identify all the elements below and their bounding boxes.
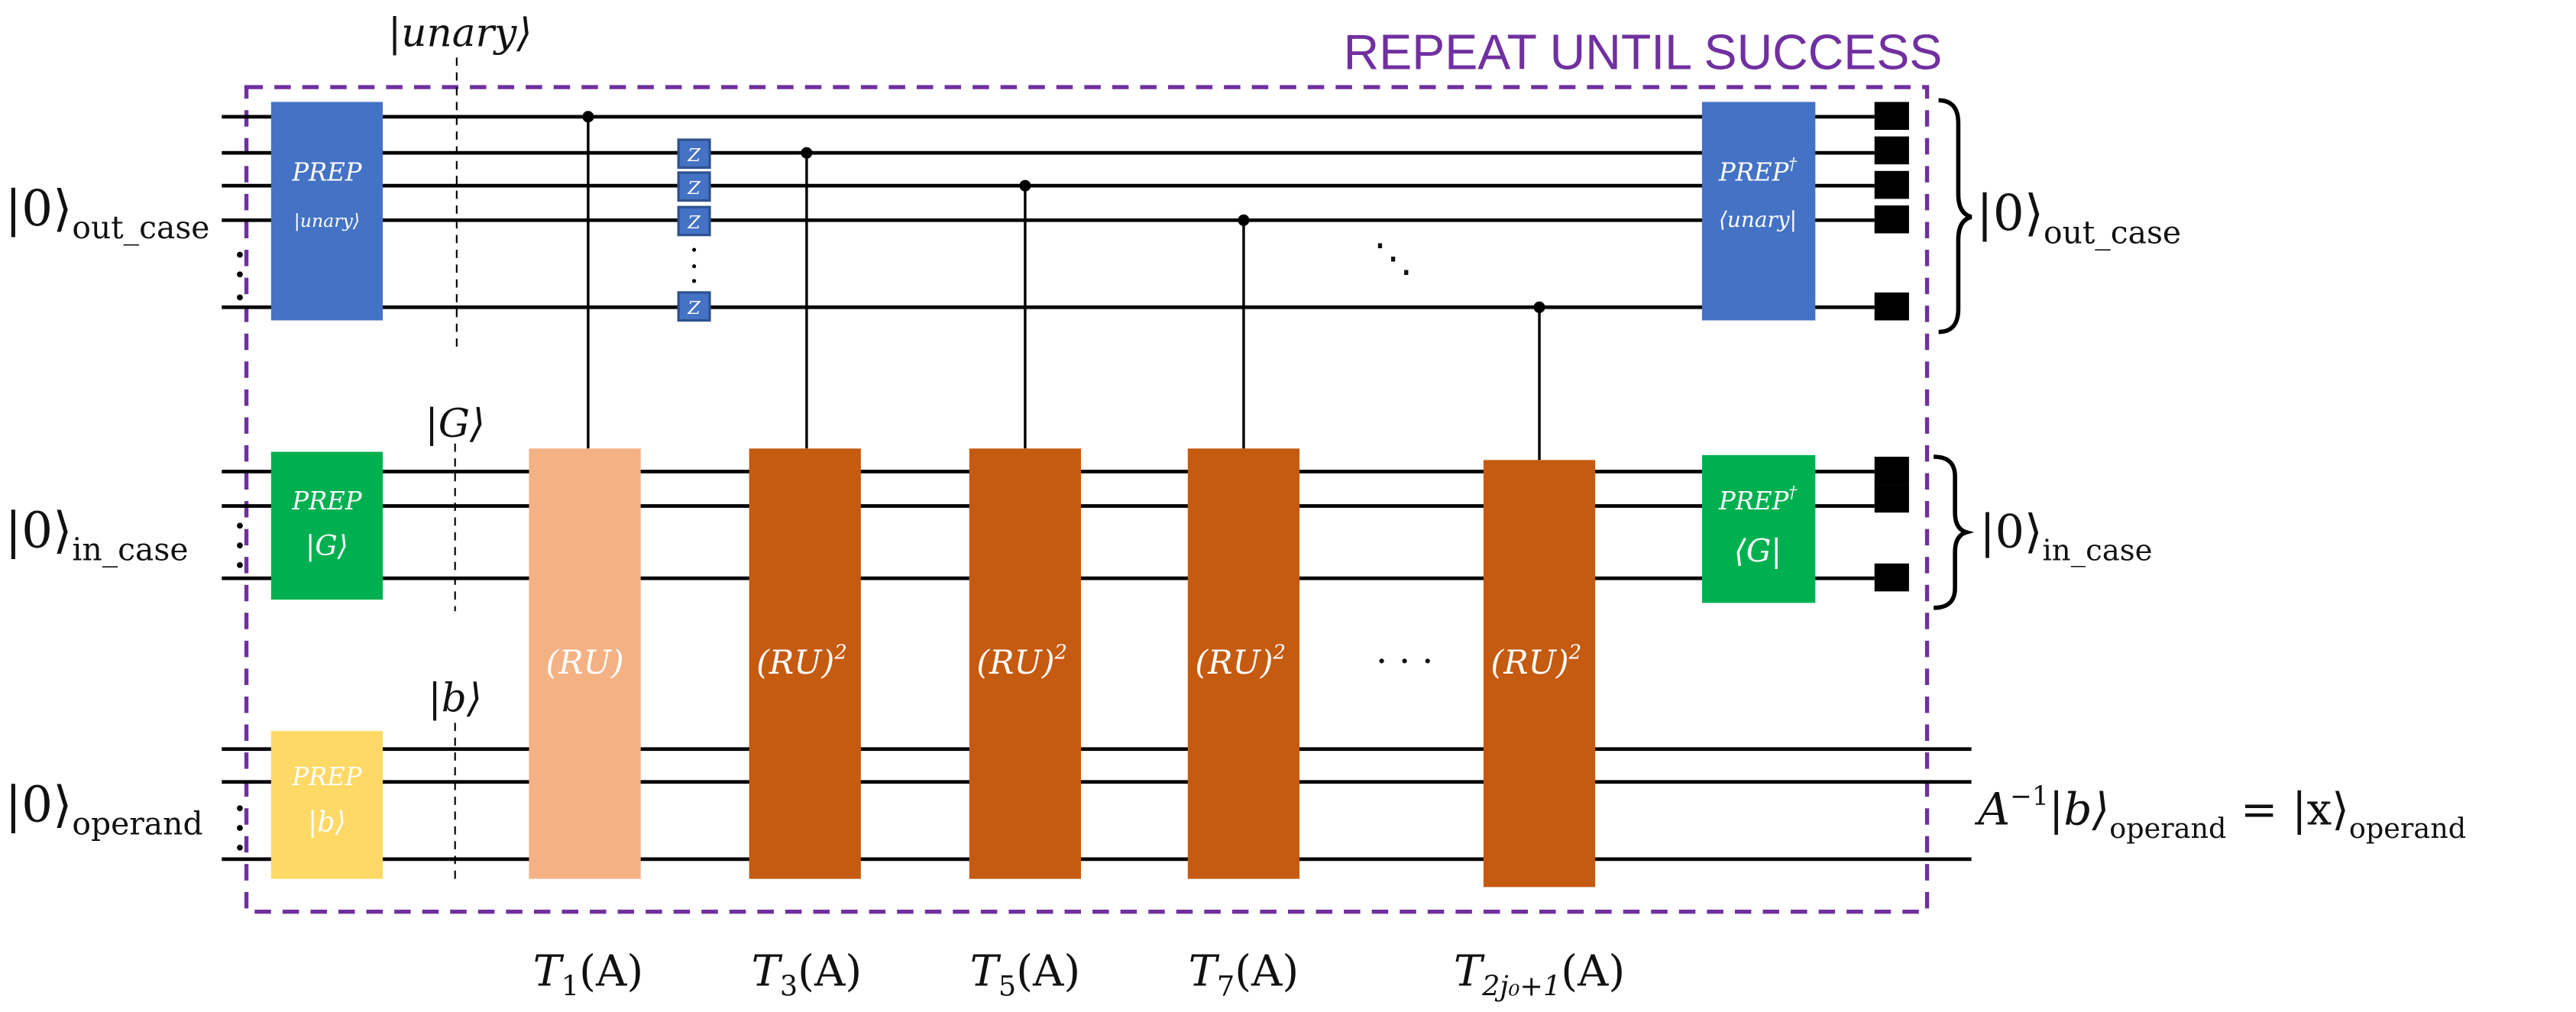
repeat-frame bbox=[244, 85, 1930, 914]
operand-input-label: |0⟩operand bbox=[5, 776, 202, 842]
repeat-until-success-title: REPEAT UNTIL SUCCESS bbox=[1344, 24, 1943, 79]
svg-text:PREP: PREP bbox=[291, 762, 363, 791]
in-case-input-label: |0⟩in_case bbox=[5, 502, 188, 567]
in-case-brace bbox=[1934, 454, 1975, 610]
out-case-brace bbox=[1938, 98, 1972, 335]
horizontal-ellipsis: · · · bbox=[1376, 641, 1433, 683]
svg-text:⟨G|: ⟨G| bbox=[1734, 533, 1782, 570]
z-gate: Z bbox=[677, 171, 711, 202]
unary-state-label: |unary⟩ bbox=[388, 10, 532, 56]
step-labels: T1(A) T3(A) T5(A) T7(A) T2j₀+1(A) bbox=[533, 946, 1626, 1002]
out-case-wires bbox=[222, 115, 1875, 309]
svg-text:(RU)2: (RU)2 bbox=[756, 641, 847, 681]
prep-g-gate: PREP |G⟩ bbox=[270, 451, 383, 600]
ru-squared-gate-t7: (RU)2 bbox=[1187, 448, 1300, 879]
operand-output-label: A−1|b⟩operand = |x⟩operand bbox=[1974, 781, 2466, 845]
ru-gate-t1: (RU) bbox=[529, 448, 641, 879]
z-gate: Z bbox=[677, 291, 711, 322]
prep-unary-gate: PREP |unary⟩ bbox=[270, 102, 383, 321]
measurement-icon bbox=[1874, 292, 1909, 321]
svg-text:PREP: PREP bbox=[291, 158, 363, 187]
z-gate: Z bbox=[677, 138, 711, 170]
ru-squared-gate-t5: (RU)2 bbox=[969, 448, 1082, 879]
ru-squared-gate-t3: (RU)2 bbox=[749, 448, 861, 879]
step-label-t3: T3(A) bbox=[752, 946, 862, 1002]
svg-text:(RU)2: (RU)2 bbox=[1195, 641, 1286, 681]
svg-text:|G⟩: |G⟩ bbox=[306, 529, 348, 562]
svg-text:Z: Z bbox=[687, 144, 701, 166]
in-case-output-label: |0⟩in_case bbox=[1979, 505, 2152, 567]
out-case-output-label: |0⟩out_case bbox=[1976, 185, 2181, 251]
prep-b-gate: PREP |b⟩ bbox=[270, 731, 383, 879]
z-gates: Z Z Z Z bbox=[677, 138, 711, 322]
vertical-dots-left bbox=[237, 251, 243, 851]
operand-wires bbox=[222, 747, 1972, 862]
measurement-icon bbox=[1874, 563, 1909, 592]
prep-g-dagger-gate: PREP† ⟨G| bbox=[1701, 454, 1816, 603]
svg-text:Z: Z bbox=[687, 297, 701, 318]
svg-text:(RU)2: (RU)2 bbox=[1490, 641, 1581, 681]
out-case-input-label: |0⟩out_case bbox=[5, 180, 209, 246]
prep-unary-dagger-gate: PREP† ⟨unary| bbox=[1701, 102, 1816, 321]
svg-text:(RU)2: (RU)2 bbox=[976, 641, 1067, 681]
measurement-icon bbox=[1874, 170, 1909, 199]
measurement-icon bbox=[1874, 484, 1909, 513]
diagonal-ellipsis: ⋱ bbox=[1374, 235, 1413, 281]
step-label-t2j0: T2j₀+1(A) bbox=[1454, 946, 1625, 1002]
b-state-label: |b⟩ bbox=[428, 675, 482, 721]
svg-text:|b⟩: |b⟩ bbox=[308, 805, 346, 838]
control-lines bbox=[582, 111, 1545, 461]
step-label-t7: T7(A) bbox=[1189, 946, 1299, 1002]
svg-text:PREP†: PREP† bbox=[1718, 155, 1798, 187]
measurements bbox=[1874, 102, 1909, 592]
measurement-icon bbox=[1874, 136, 1909, 165]
step-label-t1: T1(A) bbox=[533, 946, 644, 1002]
measurement-icon bbox=[1874, 102, 1909, 131]
z-gate: Z bbox=[677, 205, 711, 237]
ru-squared-gate-t2j0: (RU)2 bbox=[1483, 460, 1596, 888]
svg-text:Z: Z bbox=[687, 177, 701, 199]
g-state-label: |G⟩ bbox=[425, 401, 485, 447]
svg-text:PREP†: PREP† bbox=[1718, 483, 1798, 516]
measurement-icon bbox=[1874, 456, 1909, 485]
measurement-icon bbox=[1874, 205, 1909, 234]
svg-text:|unary⟩: |unary⟩ bbox=[294, 210, 360, 232]
svg-text:⟨unary|: ⟨unary| bbox=[1719, 207, 1797, 232]
step-label-t5: T5(A) bbox=[970, 946, 1081, 1002]
svg-text:Z: Z bbox=[687, 212, 701, 233]
svg-text:(RU): (RU) bbox=[545, 644, 623, 682]
svg-text:PREP: PREP bbox=[291, 487, 363, 516]
